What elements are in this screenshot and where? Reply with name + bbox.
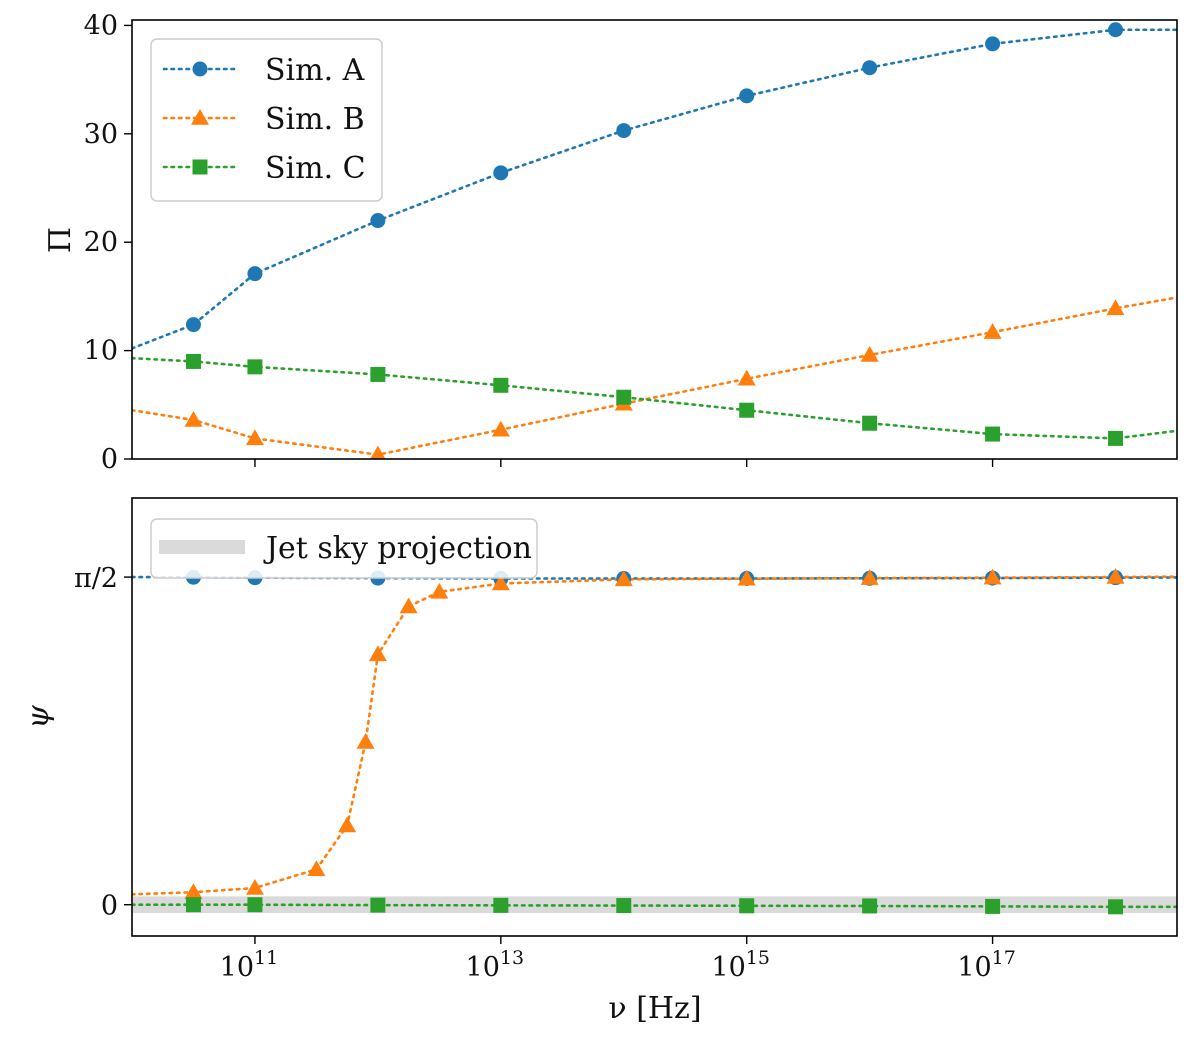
bottom-point-sim-b: [338, 816, 357, 833]
bottom-point-sim-b: [860, 569, 879, 585]
x-axis-label: ν [Hz]: [608, 991, 701, 1026]
top-point-sim-c: [370, 366, 386, 382]
top-point-sim-a: [985, 36, 1001, 52]
bottom-point-sim-c: [862, 898, 878, 914]
bottom-x-ticks: 1011 1013 1015 1017: [220, 936, 1016, 983]
legend-label-sim-c: Sim. C: [265, 151, 366, 186]
bottom-point-sim-c: [247, 897, 263, 913]
bottom-point-sim-c: [985, 898, 1001, 914]
top-point-sim-b: [184, 410, 203, 427]
bottom-y-ticks: 0 π/2: [74, 563, 132, 922]
bottom-point-sim-c: [185, 897, 201, 913]
top-axes-frame: [131, 19, 1178, 460]
top-point-sim-c: [739, 402, 755, 418]
bottom-point-sim-c: [370, 897, 386, 913]
bottom-point-sim-b: [184, 883, 203, 899]
bottom-y-tick-label: 0: [101, 891, 118, 922]
bottom-point-sim-b: [1106, 568, 1125, 584]
bottom-point-sim-b: [245, 879, 264, 895]
bottom-x-tick-label: 1017: [957, 947, 1016, 983]
top-y-tick-label: 0: [101, 444, 118, 475]
bottom-panel: 0 π/2 1011 1013 1015 1017 ψ ν [Hz] Jet sky p…: [21, 497, 1178, 1026]
legend-marker-sim-c: [192, 159, 208, 175]
top-y-axis-label: Π: [43, 227, 78, 253]
top-panel: 0 10 20 30 40 Π Sim. A Sim. B Sim. C: [43, 10, 1178, 475]
top-point-sim-a: [185, 317, 201, 333]
top-point-sim-c: [985, 426, 1001, 442]
top-point-sim-b: [370, 445, 386, 459]
top-point-sim-b: [737, 369, 756, 386]
legend-label-sim-b: Sim. B: [265, 102, 365, 137]
bottom-point-sim-c: [739, 898, 755, 914]
top-point-sim-b: [983, 323, 1002, 339]
legend-label-jet-sky-projection: Jet sky projection: [263, 531, 532, 566]
legend-marker-sim-b: [191, 109, 209, 125]
bottom-point-sim-b: [983, 568, 1002, 585]
bottom-point-sim-b: [491, 574, 510, 591]
bottom-point-sim-b: [356, 733, 375, 749]
bottom-line-sim-c: [132, 903, 1177, 909]
bottom-legend-box: [150, 518, 538, 579]
bottom-point-sim-c: [616, 898, 632, 914]
top-x-ticks: [254, 459, 994, 467]
bottom-point-sim-c: [1108, 899, 1124, 915]
top-point-sim-a: [1108, 22, 1124, 38]
top-point-sim-c: [247, 359, 263, 375]
legend-label-sim-a: Sim. A: [265, 53, 365, 88]
bottom-point-sim-b: [614, 570, 633, 587]
bottom-point-sim-b: [368, 645, 387, 662]
top-y-ticks: 0 10 20 30 40: [84, 10, 132, 475]
bottom-x-tick-label: 1015: [711, 947, 770, 983]
top-legend-box: [150, 38, 383, 202]
bottom-y-axis-label: ψ: [21, 705, 56, 729]
top-point-sim-b: [1106, 299, 1125, 316]
top-line-sim-b: [132, 296, 1177, 456]
top-point-sim-a: [739, 88, 755, 104]
top-legend: Sim. A Sim. B Sim. C: [150, 38, 383, 202]
bottom-point-sim-b: [399, 597, 418, 614]
top-point-sim-b: [245, 429, 264, 446]
bottom-x-tick-label: 1011: [220, 947, 279, 983]
bottom-point-sim-b: [307, 860, 326, 877]
legend-swatch-jet-sky-projection: [159, 540, 245, 554]
bottom-point-sim-c: [493, 897, 509, 913]
jet-sky-projection-band: [132, 896, 1177, 914]
top-point-sim-a: [493, 165, 509, 181]
top-point-sim-c: [1108, 430, 1124, 446]
top-y-tick-label: 30: [84, 119, 118, 150]
top-point-sim-a: [862, 60, 878, 76]
top-point-sim-c: [185, 353, 201, 369]
bottom-point-sim-b: [737, 569, 756, 586]
bottom-legend: Jet sky projection: [150, 518, 538, 579]
legend-marker-sim-a: [192, 61, 208, 77]
bottom-point-sim-b: [430, 582, 449, 599]
top-y-tick-label: 10: [84, 336, 118, 367]
bottom-x-tick-label: 1013: [466, 947, 525, 983]
top-point-sim-b: [860, 345, 879, 362]
top-point-sim-a: [370, 213, 386, 229]
top-plot-area: [132, 22, 1177, 459]
bottom-plot-area: [132, 568, 1177, 915]
top-y-tick-label: 20: [84, 227, 118, 258]
bottom-line-sim-b: [132, 575, 1177, 896]
bottom-line-sim-a: [132, 575, 1177, 580]
top-point-sim-c: [862, 415, 878, 431]
top-y-tick-label: 40: [84, 10, 118, 41]
bottom-axes-frame: [131, 497, 1178, 937]
top-point-sim-b: [491, 420, 510, 437]
top-point-sim-c: [493, 377, 509, 393]
top-point-sim-a: [616, 123, 632, 139]
top-point-sim-a: [247, 266, 263, 282]
top-point-sim-c: [616, 389, 632, 405]
bottom-y-tick-label: π/2: [74, 563, 118, 594]
